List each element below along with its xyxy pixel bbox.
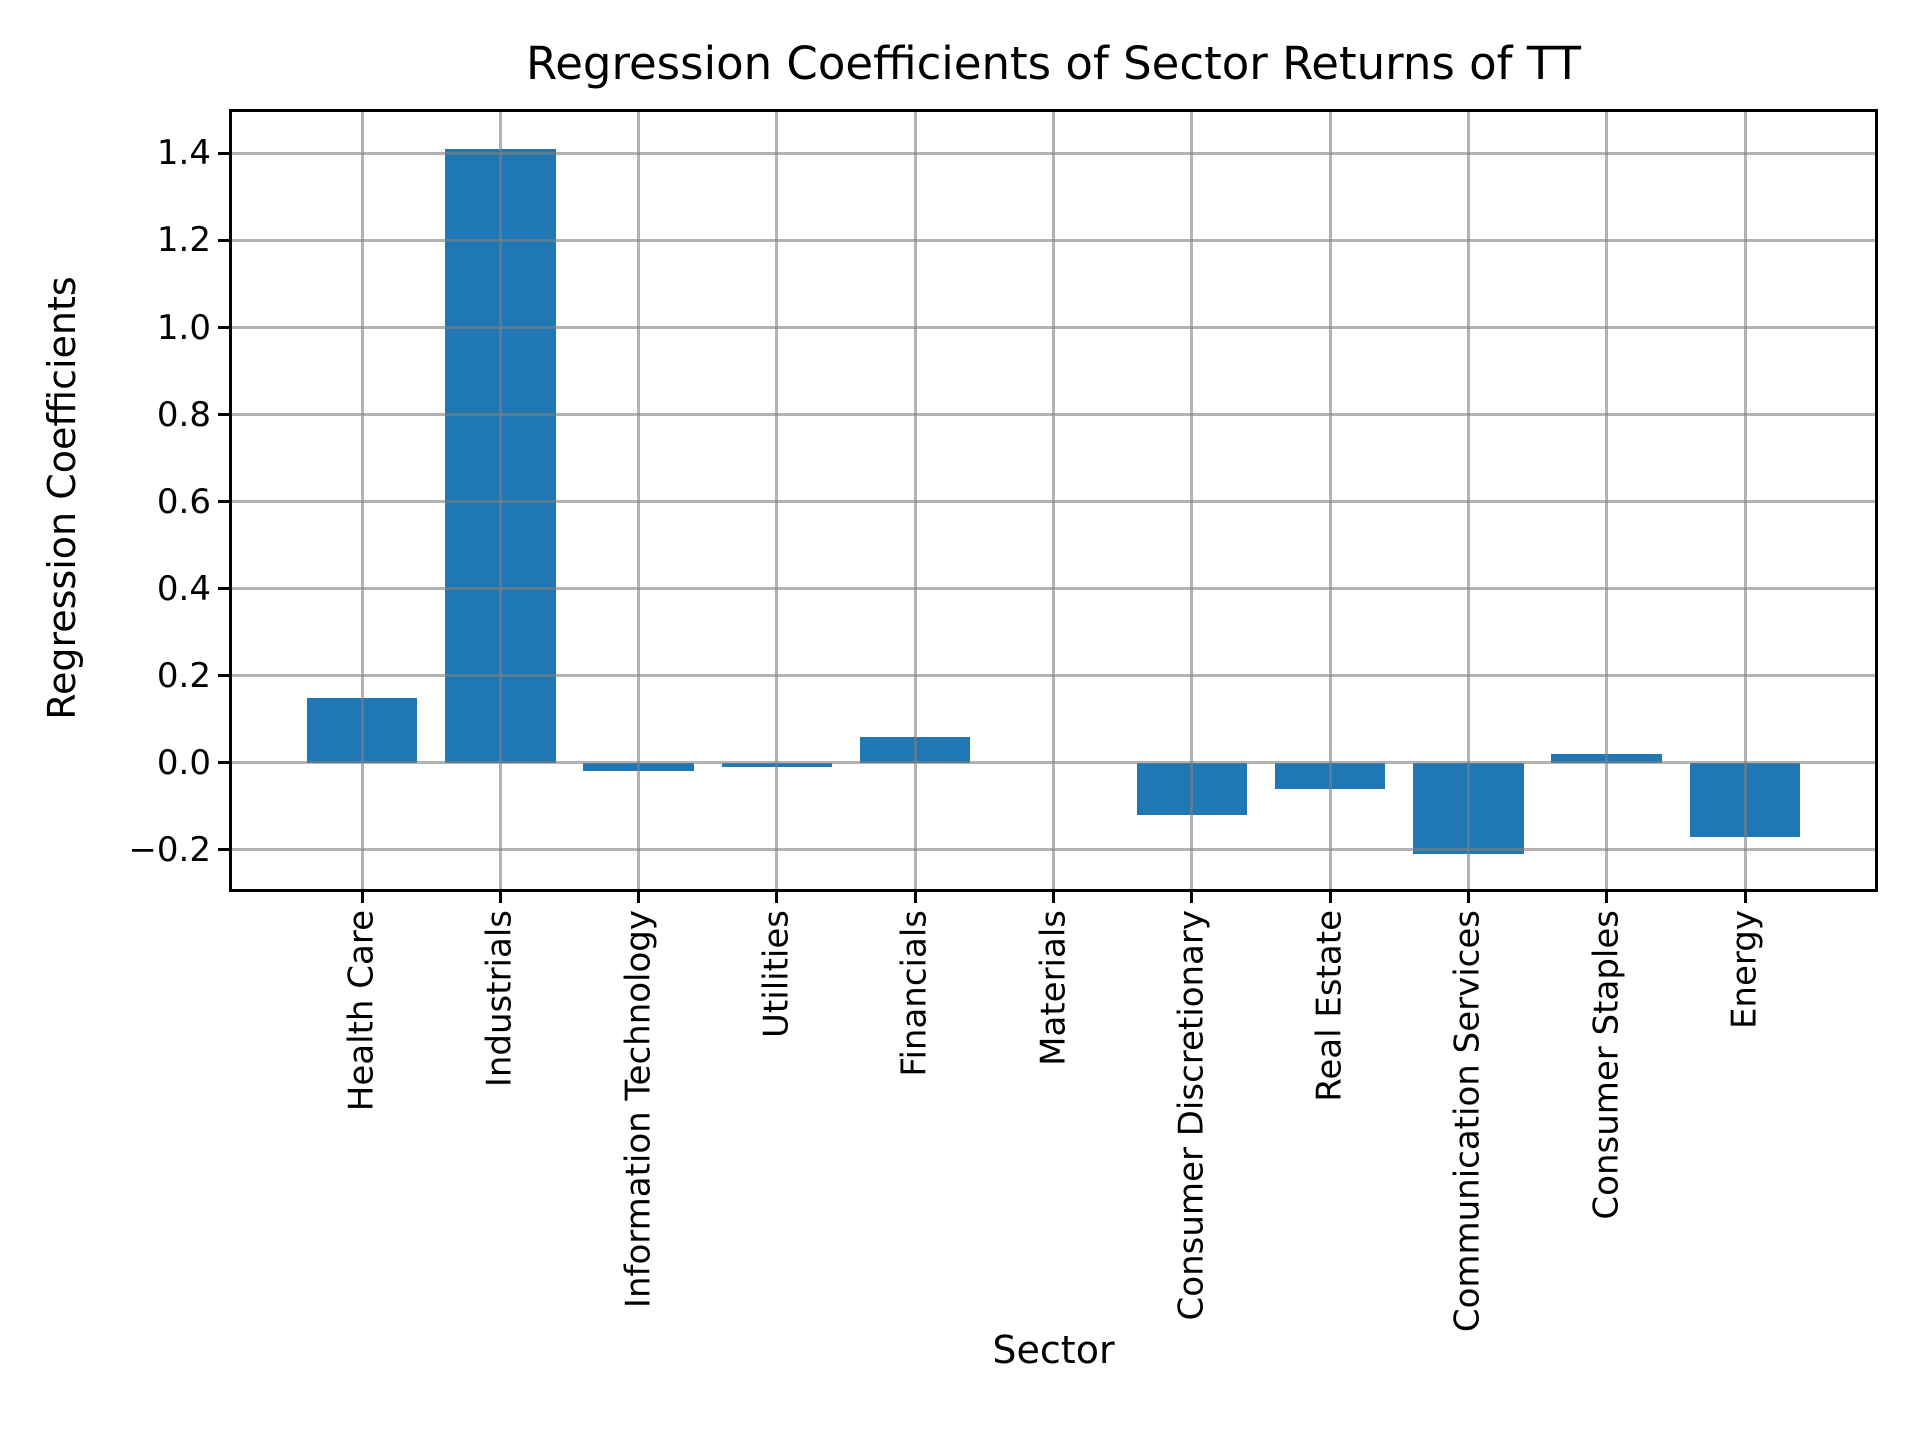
y-tick-label: 1.0 xyxy=(156,307,211,348)
x-tick-mark xyxy=(498,889,502,903)
x-tick-label-text: Energy xyxy=(1724,910,1765,1030)
gridline-horizontal xyxy=(232,238,1875,242)
y-tick-mark xyxy=(218,587,232,591)
x-tick-label-text: Utilities xyxy=(756,910,797,1038)
x-tick-label-text: Information Technology xyxy=(617,910,658,1309)
x-tick-label: Energy xyxy=(1724,910,1765,1033)
x-tick-label: Real Estate xyxy=(1309,910,1350,1106)
gridline-horizontal xyxy=(232,413,1875,416)
plot-area xyxy=(229,109,1878,892)
x-tick-label-text: Consumer Discretionary xyxy=(1171,910,1212,1321)
y-tick-label: 0.0 xyxy=(156,742,211,783)
gridline-horizontal xyxy=(232,761,1875,765)
x-tick-mark xyxy=(1052,889,1055,903)
gridline-horizontal xyxy=(232,500,1875,504)
x-tick-label: Health Care xyxy=(341,910,382,1115)
gridline-horizontal xyxy=(232,848,1875,852)
x-tick-label: Consumer Staples xyxy=(1585,910,1626,1224)
x-tick-mark xyxy=(360,889,364,903)
x-tick-label: Industrials xyxy=(479,910,520,1091)
x-tick-mark xyxy=(1605,889,1609,903)
x-tick-label-text: Real Estate xyxy=(1309,910,1350,1102)
x-tick-label: Utilities xyxy=(756,910,797,1042)
y-tick-mark xyxy=(218,500,232,504)
x-tick-mark xyxy=(1466,889,1470,903)
x-tick-mark xyxy=(1328,889,1332,903)
chart-title: Regression Coefficients of Sector Return… xyxy=(525,37,1582,90)
y-tick-label: 1.2 xyxy=(156,220,211,261)
y-tick-label: 0.6 xyxy=(156,481,211,522)
x-tick-mark xyxy=(775,889,779,903)
y-tick-mark xyxy=(218,761,232,765)
y-tick-mark xyxy=(218,413,232,416)
gridline-horizontal xyxy=(232,674,1875,678)
y-tick-label: −0.2 xyxy=(128,829,211,870)
x-tick-mark xyxy=(1190,889,1194,903)
x-tick-label: Information Technology xyxy=(617,910,658,1312)
y-tick-label: 0.4 xyxy=(156,568,211,609)
y-tick-mark xyxy=(218,674,232,678)
y-tick-mark xyxy=(218,238,232,242)
x-tick-label: Consumer Discretionary xyxy=(1171,910,1212,1324)
gridline-horizontal xyxy=(232,326,1875,329)
x-tick-mark xyxy=(637,889,641,903)
x-tick-label-text: Financials xyxy=(894,910,935,1077)
x-tick-mark xyxy=(913,889,917,903)
gridline-horizontal xyxy=(232,151,1875,155)
x-tick-label-text: Industrials xyxy=(479,910,520,1088)
y-tick-mark xyxy=(218,151,232,155)
x-tick-label-text: Health Care xyxy=(341,910,382,1112)
x-tick-label: Financials xyxy=(894,910,935,1081)
y-tick-label: 0.2 xyxy=(156,655,211,696)
x-tick-mark xyxy=(1743,889,1747,903)
x-tick-label-text: Consumer Staples xyxy=(1585,910,1626,1220)
x-tick-label-text: Materials xyxy=(1032,910,1073,1066)
y-tick-mark xyxy=(218,326,232,329)
x-tick-label: Materials xyxy=(1032,910,1073,1070)
x-tick-label: Communication Services xyxy=(1447,910,1488,1336)
y-tick-label: 1.4 xyxy=(156,133,211,174)
x-axis-label: Sector xyxy=(992,1328,1115,1372)
x-tick-label-text: Communication Services xyxy=(1447,910,1488,1333)
y-tick-label: 0.8 xyxy=(156,394,211,435)
gridline-horizontal xyxy=(232,587,1875,591)
y-tick-mark xyxy=(218,848,232,852)
